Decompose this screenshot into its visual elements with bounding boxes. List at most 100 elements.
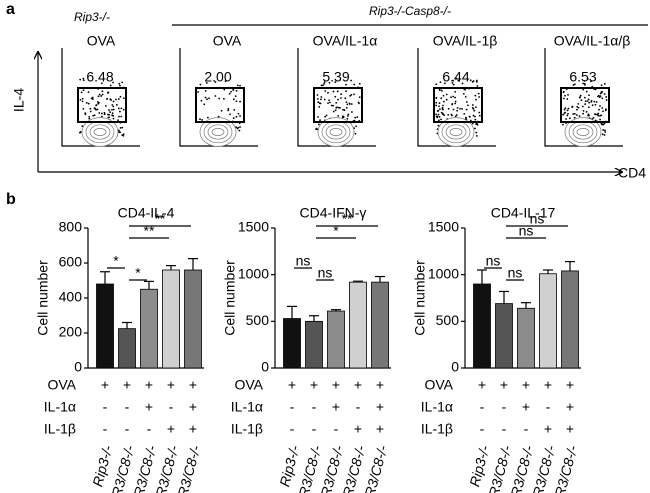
- y-tick-label: 0: [74, 359, 82, 375]
- event-dot: [450, 96, 452, 99]
- event-dot: [122, 108, 125, 111]
- event-dot: [347, 113, 350, 116]
- event-dot: [600, 91, 603, 94]
- event-dot: [465, 108, 468, 111]
- event-dot: [80, 91, 83, 94]
- gate-percent: 5.39: [322, 69, 349, 85]
- event-dot: [227, 107, 230, 110]
- event-dot: [332, 110, 335, 113]
- event-dot: [461, 108, 463, 110]
- event-dot: [354, 132, 357, 135]
- event-dot: [591, 104, 594, 107]
- event-dot: [566, 114, 569, 117]
- event-dot: [94, 108, 97, 110]
- event-dot: [582, 109, 585, 112]
- event-dot: [474, 127, 476, 130]
- event-dot: [435, 101, 438, 104]
- condition-value: +: [522, 399, 530, 415]
- event-dot: [79, 98, 82, 101]
- event-dot: [334, 95, 337, 98]
- event-dot: [239, 100, 241, 103]
- event-dot: [564, 107, 567, 110]
- condition-value: -: [546, 399, 551, 415]
- condition-value: -: [290, 399, 295, 415]
- bar: [162, 269, 180, 369]
- condition-value: +: [332, 377, 340, 393]
- event-dot: [88, 117, 91, 120]
- event-dot: [565, 118, 567, 120]
- event-dot: [476, 135, 478, 137]
- event-dot: [576, 108, 578, 111]
- condition-value: -: [312, 421, 317, 437]
- event-dot: [562, 97, 565, 100]
- event-dot: [224, 80, 227, 83]
- event-dot: [355, 125, 357, 128]
- gate: [77, 87, 127, 123]
- event-dot: [201, 119, 204, 121]
- group-label: Rip3-/-Casp8-/-: [369, 4, 451, 18]
- y-axis-label: IL-4: [11, 88, 27, 112]
- condition-name: IL-1α: [421, 399, 453, 415]
- significance-label: **: [144, 223, 155, 239]
- event-dot: [119, 95, 122, 98]
- condition-value: -: [147, 421, 152, 437]
- condition-value: +: [189, 377, 197, 393]
- event-dot: [208, 97, 210, 100]
- event-dot: [475, 98, 477, 101]
- event-dot: [435, 96, 438, 99]
- event-dot: [112, 117, 115, 120]
- event-dot: [442, 104, 444, 107]
- y-axis-label: Cell number: [412, 260, 428, 336]
- event-dot: [572, 113, 575, 115]
- condition-value: -: [524, 421, 529, 437]
- event-dot: [232, 117, 235, 120]
- event-dot: [203, 103, 206, 106]
- significance-label: ns: [519, 223, 534, 239]
- event-dot: [474, 106, 477, 109]
- event-dot: [353, 93, 355, 96]
- event-dot: [318, 102, 321, 105]
- condition-value: -: [502, 421, 507, 437]
- event-dot: [584, 100, 587, 103]
- y-tick-label: 1500: [238, 219, 269, 235]
- event-dot: [205, 82, 208, 84]
- plot-title: OVA: [213, 33, 242, 49]
- condition-value: +: [522, 377, 530, 393]
- event-dot: [441, 112, 444, 115]
- event-dot: [441, 107, 444, 110]
- event-dot: [443, 100, 445, 103]
- y-tick-label: 200: [59, 324, 83, 340]
- event-dot: [79, 78, 82, 81]
- plot-title: OVA/IL-1α: [313, 33, 378, 49]
- event-dot: [119, 127, 122, 129]
- condition-value: +: [123, 377, 131, 393]
- event-dot: [239, 126, 241, 128]
- contour: [93, 128, 107, 136]
- event-dot: [438, 102, 441, 105]
- condition-value: +: [145, 377, 153, 393]
- event-dot: [96, 101, 99, 103]
- event-dot: [111, 104, 114, 106]
- event-dot: [204, 90, 207, 92]
- bar: [539, 273, 557, 369]
- contour: [445, 124, 467, 140]
- event-dot: [236, 84, 239, 87]
- y-axis-label: Cell number: [35, 260, 51, 336]
- gate-percent: 2.00: [204, 69, 231, 85]
- event-dot: [435, 83, 438, 86]
- event-dot: [436, 116, 439, 119]
- condition-value: +: [544, 421, 552, 437]
- condition-name: OVA: [424, 377, 453, 393]
- condition-value: +: [288, 377, 296, 393]
- event-dot: [454, 102, 457, 105]
- event-dot: [573, 116, 576, 119]
- plot-axes: [544, 48, 623, 147]
- event-dot: [235, 89, 238, 92]
- event-dot: [592, 116, 595, 119]
- event-dot: [471, 106, 474, 109]
- event-dot: [214, 81, 217, 83]
- condition-value: +: [310, 377, 318, 393]
- condition-value: +: [189, 421, 197, 437]
- y-tick-label: 0: [261, 359, 269, 375]
